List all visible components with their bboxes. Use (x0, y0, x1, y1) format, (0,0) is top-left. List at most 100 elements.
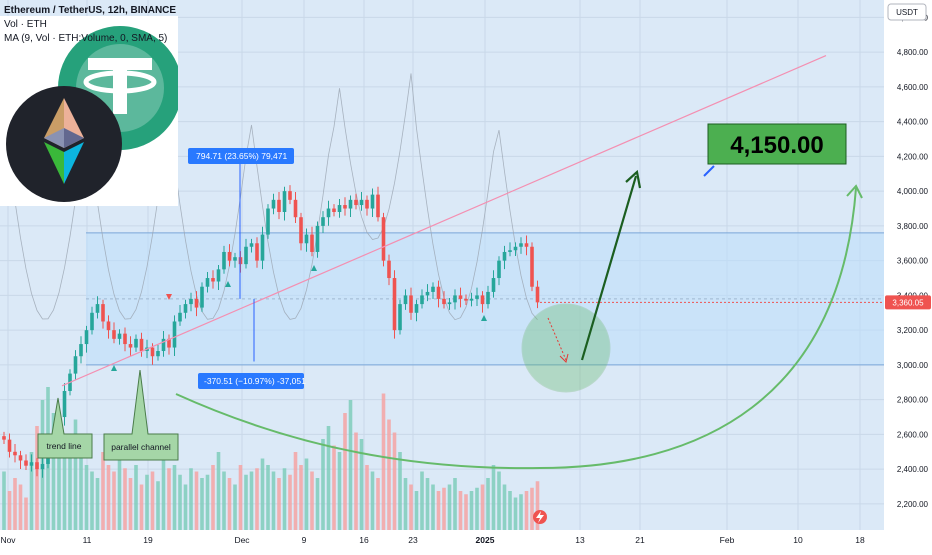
volume-bar (266, 465, 270, 530)
y-tick-label: 3,600.00 (897, 257, 929, 266)
candle-body (447, 302, 452, 305)
trend-line (61, 55, 827, 387)
candle-body (40, 463, 45, 470)
volume-bar (304, 458, 309, 530)
y-tick-label: 4,600.00 (897, 83, 929, 92)
candle-body (321, 217, 325, 226)
target-pointer (703, 165, 715, 177)
down-arrowhead (559, 353, 569, 363)
candle-body (134, 338, 138, 348)
candle-body (156, 351, 160, 357)
candle-body (519, 243, 523, 247)
candle-body (436, 286, 441, 299)
volume-bar (502, 484, 507, 530)
trend-line-label: trend line (47, 441, 82, 451)
candle-body (354, 199, 358, 206)
symbol-title[interactable]: Ethereum / TetherUS, 12h, BINANCE (4, 5, 177, 16)
measure-up-label: 794.71 (23.65%) 79,471 (196, 151, 287, 161)
volume-bar (123, 468, 127, 530)
volume-bar (491, 465, 496, 530)
volume-bar (106, 465, 111, 530)
volume-bar (332, 445, 336, 530)
volume-bar (458, 491, 463, 530)
y-tick-label: 2,800.00 (897, 396, 929, 405)
candle-body (530, 246, 534, 287)
candle-body (403, 295, 408, 305)
candle-body (222, 251, 226, 270)
candle-body (365, 199, 369, 209)
candle-body (282, 191, 287, 212)
candle-body (310, 234, 314, 252)
x-tick-label: 10 (793, 535, 803, 545)
candle-body (150, 347, 155, 357)
volume-bar (216, 452, 221, 530)
flash-icon-bolt (536, 511, 544, 523)
volume-bar (392, 432, 397, 530)
candle-body (469, 298, 474, 301)
volume-bar (480, 484, 485, 530)
buy-marker (111, 365, 117, 371)
candle-body (29, 462, 34, 466)
measure-up-box (188, 148, 294, 164)
x-tick-label: 2025 (476, 535, 495, 545)
volume-bar (84, 465, 89, 530)
time-axis-background (0, 530, 884, 550)
candle-body (84, 330, 89, 345)
volume-bar (271, 471, 276, 530)
candle-body (216, 269, 221, 282)
volume-bar (68, 458, 72, 530)
logo-panel (0, 16, 178, 206)
candle-body (227, 251, 232, 261)
volume-bar (442, 487, 446, 530)
volume-bar (376, 478, 380, 530)
candle-body (392, 278, 397, 331)
volume-bar (519, 494, 523, 530)
volume-bar (447, 484, 452, 530)
volume-bar (277, 478, 281, 530)
volume-bar (420, 471, 424, 530)
volume-bar (282, 468, 287, 530)
x-tick-label: 11 (83, 535, 92, 545)
candle-body (337, 205, 342, 212)
candle-body (271, 199, 276, 209)
candle-body (35, 462, 39, 470)
candle-body (73, 356, 78, 374)
candle-body (502, 251, 507, 261)
candle-body (442, 298, 446, 305)
y-tick-label: 2,600.00 (897, 430, 929, 439)
x-tick-label: Nov (0, 535, 16, 545)
volume-bar (139, 484, 144, 530)
candle-body (167, 338, 171, 348)
support-zone-circle (521, 303, 611, 393)
up-arrow-line (580, 175, 638, 361)
sell-marker (166, 294, 172, 300)
volume-bar (348, 400, 353, 530)
x-tick-label: Dec (234, 535, 250, 545)
x-tick-label: 23 (408, 535, 418, 545)
y-tick-label: 2,200.00 (897, 500, 929, 509)
candle-body (464, 298, 468, 301)
y-tick-label: 3,800.00 (897, 222, 929, 231)
last-price-label: 3,360.05 (892, 298, 924, 307)
y-tick-label: 4,200.00 (897, 152, 929, 161)
volume-bar (381, 393, 386, 530)
volume-bar (238, 465, 243, 530)
volume-bar (95, 478, 100, 530)
candle-body (161, 338, 166, 352)
candle-body (348, 199, 353, 209)
y-tick-label: 2,400.00 (897, 465, 929, 474)
candle-body (79, 344, 83, 357)
candle-body (431, 286, 435, 292)
candle-body (343, 205, 347, 209)
currency-box (887, 3, 927, 21)
volume-legend[interactable]: Vol · ETH (4, 19, 47, 30)
volume-bar (464, 494, 468, 530)
volume-bar (29, 452, 34, 530)
volume-bar (310, 471, 314, 530)
volume-bar (469, 491, 474, 530)
ma-legend[interactable]: MA (9, Vol · ETH:Volume, 0, SMA, 5) (4, 33, 168, 44)
volume-bar (255, 468, 259, 530)
volume-bar (315, 478, 320, 530)
up-arrowhead (625, 169, 642, 189)
